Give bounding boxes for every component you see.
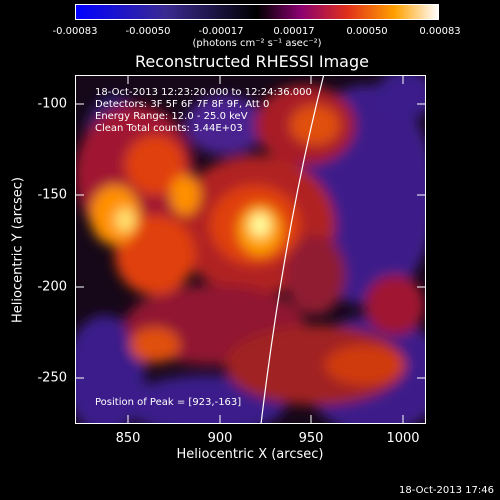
colorbar xyxy=(75,4,439,20)
y-tick-label: -150 xyxy=(37,187,67,203)
colorbar-tick-label: 0.00050 xyxy=(346,26,388,37)
y-tick-label: -250 xyxy=(37,370,67,386)
annotation-time-range: 18-Oct-2013 12:23:20.000 to 12:24:36.000 xyxy=(95,87,312,98)
image-canvas xyxy=(75,75,426,424)
x-tick-label: 950 xyxy=(298,431,324,446)
y-axis-label: Heliocentric Y (arcsec) xyxy=(10,177,26,323)
x-tick-label: 850 xyxy=(115,431,141,446)
colorbar-tick-label: 0.00083 xyxy=(419,26,461,37)
annotation-peak: Position of Peak = [923,-163] xyxy=(95,397,242,408)
annotation-detectors: Detectors: 3F 5F 6F 7F 8F 9F, Att 0 xyxy=(95,99,270,110)
colorbar-tick-label: -0.00017 xyxy=(198,26,244,37)
rhessi-image: 18-Oct-2013 12:23:20.000 to 12:24:36.000… xyxy=(75,75,426,424)
colorbar-tick-label: 0.00017 xyxy=(273,26,315,37)
x-tick-label: 1000 xyxy=(386,431,420,446)
y-tick-label: -100 xyxy=(37,96,67,112)
annotation-energy: Energy Range: 12.0 - 25.0 keV xyxy=(95,111,248,122)
x-tick-label: 900 xyxy=(207,431,233,446)
colorbar-tick-label: -0.00083 xyxy=(52,26,98,37)
annotation-clean: Clean Total counts: 3.44E+03 xyxy=(95,123,243,134)
colorbar-units: (photons cm⁻² s⁻¹ asec⁻²) xyxy=(192,38,322,49)
axis-ticks xyxy=(75,75,426,424)
plot-title: Reconstructed RHESSI Image xyxy=(135,52,369,71)
timestamp: 18-Oct-2013 17:46 xyxy=(399,485,494,496)
x-axis-label: Heliocentric X (arcsec) xyxy=(176,447,324,462)
y-tick-label: -200 xyxy=(37,279,67,295)
colorbar-tick-label: -0.00050 xyxy=(125,26,171,37)
